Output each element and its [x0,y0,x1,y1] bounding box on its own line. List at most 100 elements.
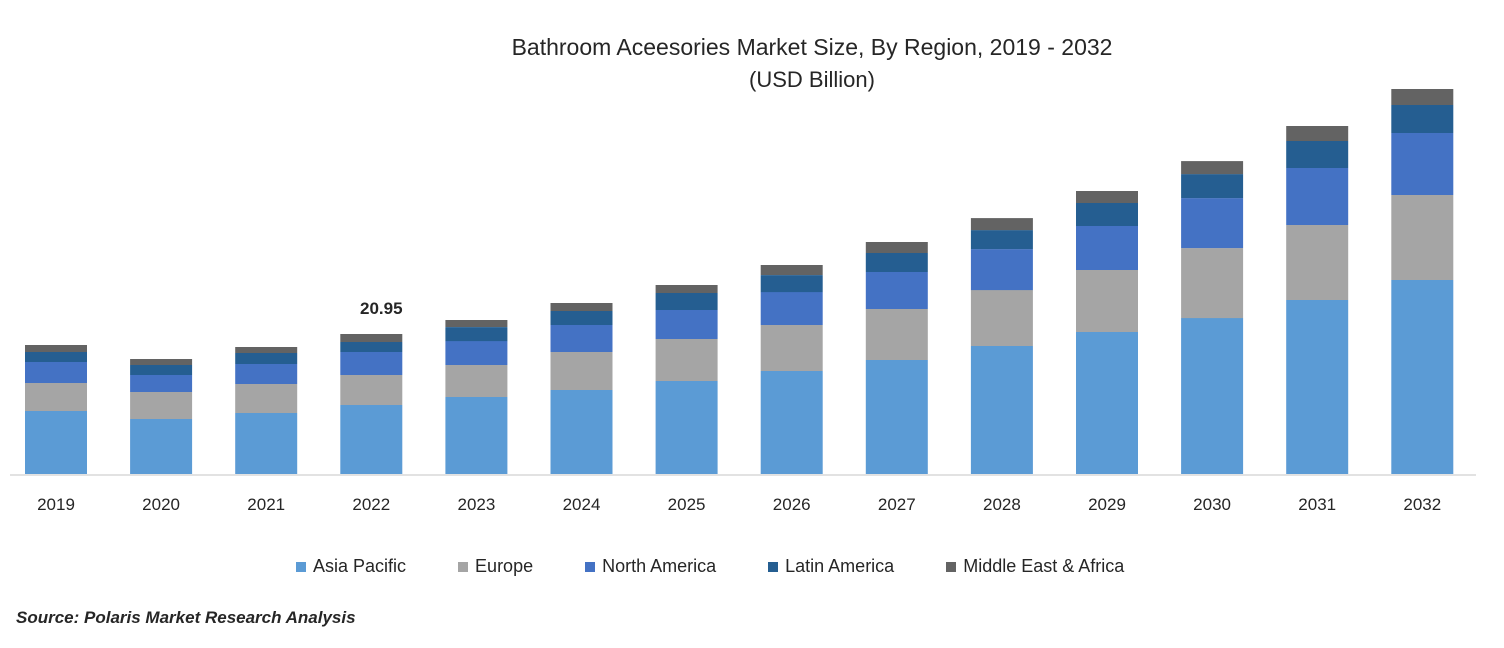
x-tick-labels: 2019 2020 2021 2022 2023 2024 2025 2026 2027 2028… [37,495,1441,514]
bar-2030-latin-america [1181,174,1244,199]
x-tick-label-2021: 2021 [247,495,285,514]
legend-label: Asia Pacific [313,556,407,576]
bar-2021-europe [235,384,298,413]
bar-2029-middle-east-africa [1076,191,1138,203]
chart-title: Bathroom Aceesories Market Size, By Regi… [511,34,1113,60]
bar-2031-north-america [1286,168,1349,225]
bar-2030-middle-east-africa [1181,161,1244,175]
x-tick-label-2032: 2032 [1403,495,1441,514]
x-tick-label-2023: 2023 [457,495,495,514]
bar-2020-latin-america [130,365,193,375]
bar-2030-asia-pacific [1181,318,1244,474]
chart-subtitle: (USD Billion) [749,67,875,92]
source-note: Source: Polaris Market Research Analysis [16,608,356,627]
legend-item-europe: Europe [458,556,533,577]
x-tick-label-2031: 2031 [1298,495,1336,514]
annotations-group: 20.95 [360,299,403,318]
bar-2024-europe [550,352,613,390]
x-tick-label-2022: 2022 [352,495,390,514]
bar-2019-asia-pacific [25,411,87,474]
bar-2028-latin-america [970,230,1033,250]
bar-2030-europe [1181,248,1244,319]
bar-2021-latin-america [235,353,298,364]
bar-2032-middle-east-africa [1391,89,1454,105]
bar-2022-latin-america [340,342,403,352]
legend-swatch [768,561,779,572]
legend-item-north-america: North America [585,556,716,577]
x-tick-label-2030: 2030 [1193,495,1231,514]
x-tick-label-2027: 2027 [878,495,916,514]
legend-label: Middle East & Africa [963,556,1125,576]
bar-2031-latin-america [1286,141,1349,168]
data-label-2022: 20.95 [360,299,403,318]
bar-2026-latin-america [760,275,823,293]
bar-2024-north-america [550,325,613,352]
bar-2028-middle-east-africa [970,218,1033,231]
bar-2027-asia-pacific [865,360,928,474]
bar-2025-asia-pacific [655,381,718,474]
bar-2024-asia-pacific [550,390,613,474]
bar-2025-europe [655,339,718,381]
bar-2021-middle-east-africa [235,347,298,353]
bar-2032-latin-america [1391,105,1454,133]
bar-2028-asia-pacific [970,346,1033,474]
x-tick-label-2020: 2020 [142,495,180,514]
bar-2025-middle-east-africa [655,285,718,293]
bar-2021-asia-pacific [235,413,298,474]
bar-2027-europe [865,309,928,360]
legend-label: Latin America [785,556,895,576]
legend-swatch [458,561,469,572]
bar-2020-north-america [130,375,193,392]
legend-item-asia-pacific: Asia Pacific [296,556,406,577]
bar-2024-latin-america [550,311,613,325]
legend-item-middle-east-africa: Middle East & Africa [946,556,1124,577]
legend-swatch [946,561,957,572]
bar-2026-asia-pacific [760,371,823,474]
bar-2022-asia-pacific [340,405,403,474]
legend-label: North America [602,556,717,576]
bar-2027-latin-america [865,253,928,272]
bar-2029-asia-pacific [1076,332,1138,474]
bar-2025-latin-america [655,293,718,310]
bar-2020-asia-pacific [130,419,193,474]
bar-2032-north-america [1391,133,1454,195]
bar-2023-north-america [445,341,508,365]
bar-2021-north-america [235,364,298,384]
bar-2026-middle-east-africa [760,265,823,275]
stacked-bar-chart: 2019 2020 2021 2022 2023 2024 2025 2026 2027 2028… [10,89,1476,514]
bar-2019-europe [25,383,87,411]
bar-2020-middle-east-africa [130,359,193,365]
bar-2026-north-america [760,292,823,325]
bar-2030-north-america [1181,198,1244,249]
bar-2027-north-america [865,272,928,309]
legend: Asia Pacific Europe North America Latin Ame… [296,556,1124,577]
bar-2019-north-america [25,362,87,383]
bar-2019-latin-america [25,352,87,362]
bar-2024-middle-east-africa [550,303,613,311]
bar-2020-europe [130,392,193,419]
bar-2032-europe [1391,195,1454,280]
bar-2031-middle-east-africa [1286,126,1349,141]
bar-2028-north-america [970,249,1033,291]
legend-label: Europe [475,556,534,576]
x-tick-label-2028: 2028 [983,495,1021,514]
x-tick-label-2026: 2026 [773,495,811,514]
bar-2022-north-america [340,352,403,375]
bar-2026-europe [760,325,823,371]
bar-2032-asia-pacific [1391,280,1454,474]
bar-2025-north-america [655,310,718,339]
legend-item-latin-america: Latin America [768,556,894,577]
bar-2027-middle-east-africa [865,242,928,253]
bar-2029-latin-america [1076,203,1138,226]
x-tick-label-2025: 2025 [668,495,706,514]
x-tick-label-2029: 2029 [1088,495,1126,514]
bar-2031-asia-pacific [1286,300,1349,474]
bars-group [25,89,1454,474]
bar-2029-europe [1076,270,1138,332]
bar-2029-north-america [1076,226,1138,270]
bar-2023-asia-pacific [445,397,508,474]
bar-2023-europe [445,365,508,397]
x-tick-label-2024: 2024 [563,495,601,514]
bar-2023-latin-america [445,327,508,342]
bar-2022-europe [340,375,403,405]
